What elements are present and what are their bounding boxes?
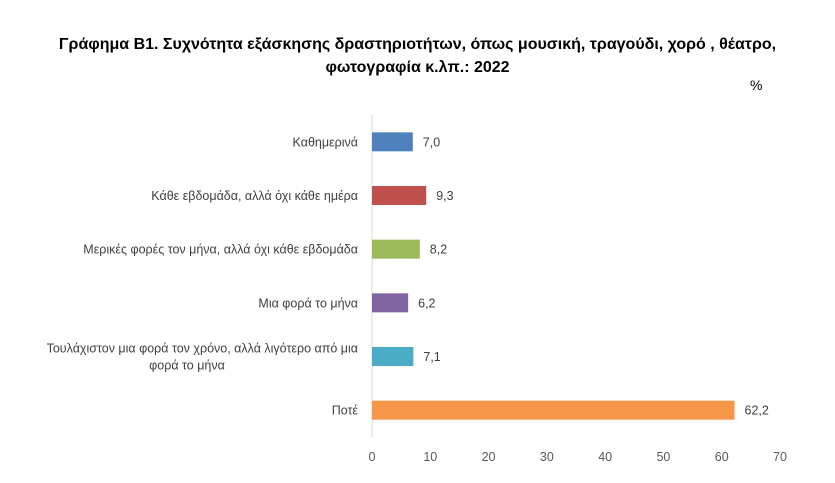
bar-5 (372, 347, 414, 366)
bar-6 (372, 400, 735, 420)
data-label-1: 7,0 (423, 135, 440, 149)
data-label-6: 62,2 (745, 404, 769, 418)
data-label-3: 8,2 (430, 243, 447, 257)
x-tick-label-0: 0 (369, 450, 376, 464)
x-tick-label-60: 60 (715, 450, 729, 464)
bar-4 (372, 293, 409, 313)
x-tick-label-50: 50 (656, 450, 670, 464)
unit-label: % (750, 77, 763, 93)
data-label-2: 9,3 (436, 189, 453, 203)
bar-3 (372, 239, 420, 259)
x-tick-label-40: 40 (598, 450, 612, 464)
category-label-3: Μερικές φορές τον μήνα, αλλά όχι κάθε εβ… (83, 243, 358, 257)
data-label-5: 7,1 (423, 350, 440, 364)
chart-title-line-2: φωτογραφία κ.λπ.: 2022 (325, 59, 510, 76)
x-tick-label-20: 20 (482, 450, 496, 464)
category-label-5: φορά το μήνα (149, 359, 225, 373)
category-label-4: Μια φορά το μήνα (258, 296, 358, 310)
category-label-1: Καθημερινά (293, 135, 358, 149)
x-tick-label-70: 70 (773, 450, 787, 464)
x-tick-label-10: 10 (423, 450, 437, 464)
chart-title: Γράφημα Β1. Συχνότητα εξάσκησης δραστηρι… (0, 33, 835, 79)
bar-1 (372, 132, 413, 152)
data-label-4: 6,2 (418, 296, 435, 310)
x-tick-label-30: 30 (540, 450, 554, 464)
chart-title-line-1: Γράφημα Β1. Συχνότητα εξάσκησης δραστηρι… (58, 36, 777, 53)
category-label-6: Ποτέ (332, 404, 359, 418)
category-label-5: Τουλάχιστον μια φορά τον χρόνο, αλλά λιγ… (47, 342, 358, 356)
bar-2 (372, 186, 427, 205)
category-label-2: Κάθε εβδομάδα, αλλά όχι κάθε ημέρα (151, 189, 358, 203)
